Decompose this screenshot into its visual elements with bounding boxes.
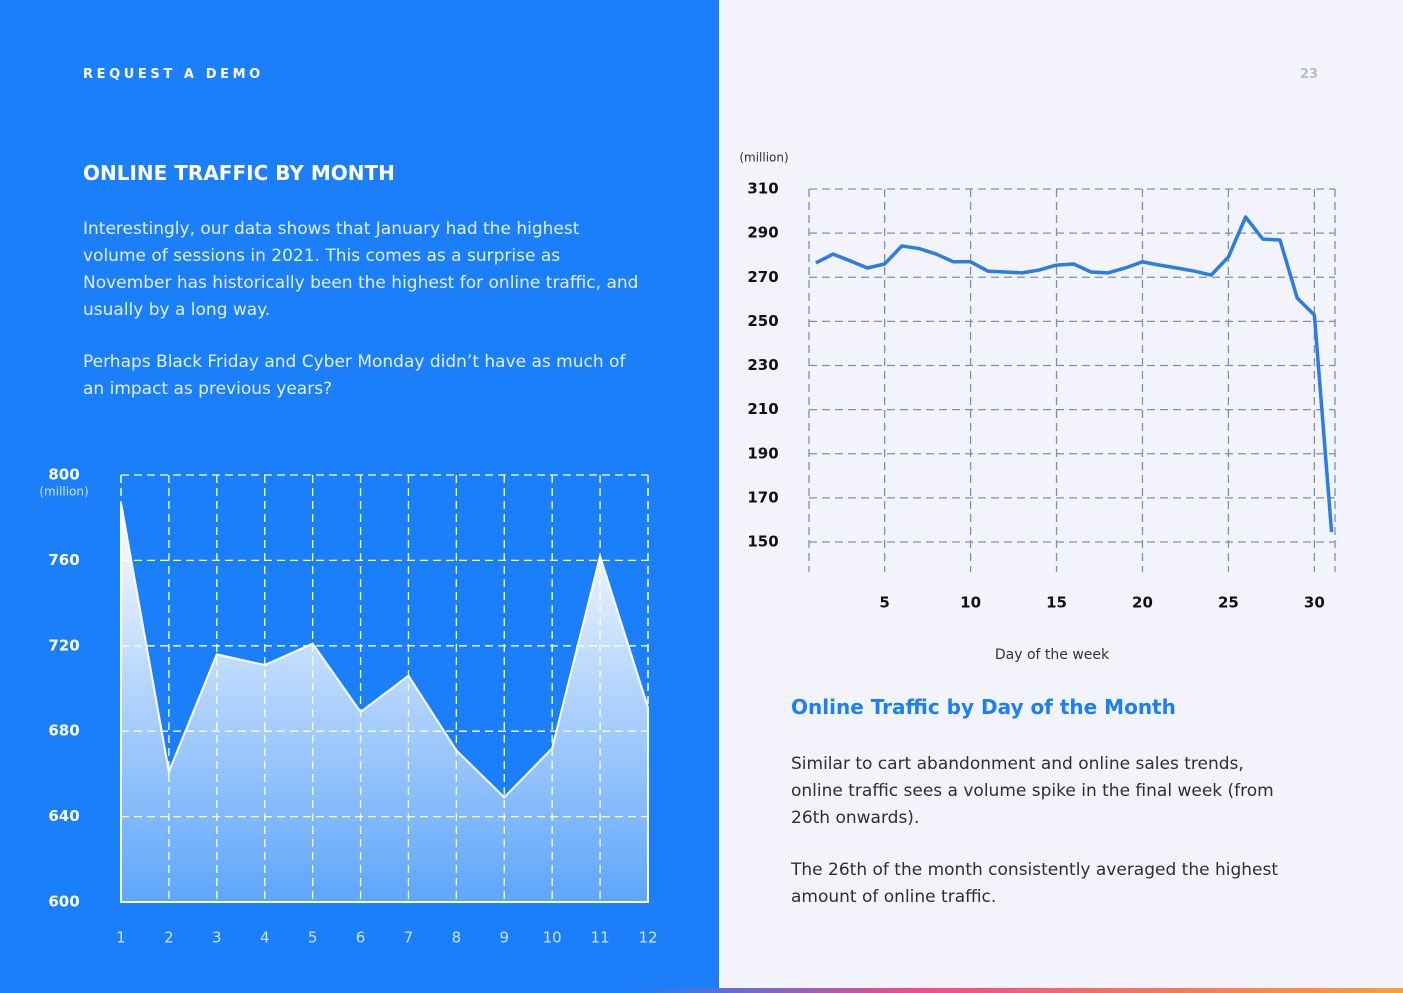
- x-tick-label: 2: [164, 929, 174, 947]
- y-tick-label: 250: [747, 312, 778, 330]
- x-tick-label: 12: [638, 929, 657, 947]
- page-number: 23: [1300, 67, 1319, 82]
- x-tick-label: 6: [356, 929, 366, 947]
- y-tick-label: 600: [48, 893, 79, 911]
- x-tick-label: 15: [1046, 594, 1067, 612]
- y-tick-label: 210: [747, 400, 778, 418]
- x-tick-label: 10: [543, 929, 562, 947]
- paragraph: The 26th of the month consistently avera…: [791, 860, 1279, 907]
- y-tick-label: 150: [747, 533, 778, 551]
- x-axis-label: Day of the week: [995, 647, 1110, 663]
- x-tick-label: 9: [499, 929, 509, 947]
- paragraph: Interestingly, our data shows that Janua…: [83, 219, 639, 320]
- area: [120, 502, 649, 903]
- y-tick-label: 680: [48, 722, 79, 740]
- x-tick-label: 7: [404, 929, 414, 947]
- y-tick-label: 190: [747, 444, 778, 462]
- paragraph: Perhaps Black Friday and Cyber Monday di…: [83, 352, 626, 399]
- x-tick-label: 8: [452, 929, 462, 947]
- y-tick-label: 800: [48, 466, 79, 484]
- bottom-strip: [0, 988, 1403, 993]
- y-tick-label: 310: [747, 180, 778, 198]
- y-tick-label: 760: [48, 551, 79, 569]
- x-tick-label: 5: [308, 929, 318, 947]
- section-title: Online Traffic by Day of the Month: [791, 695, 1176, 719]
- y-tick-label: 290: [747, 224, 778, 242]
- y-unit-label: (million): [39, 485, 88, 499]
- y-tick-label: 640: [48, 807, 79, 825]
- x-tick-label: 11: [591, 929, 610, 947]
- y-tick-label: 270: [747, 268, 778, 286]
- x-tick-label: 25: [1218, 594, 1239, 612]
- line: [815, 215, 1334, 533]
- x-tick-label: 20: [1132, 594, 1153, 612]
- header-label[interactable]: REQUEST A DEMO: [83, 67, 264, 82]
- y-tick-label: 720: [48, 636, 79, 654]
- x-tick-label: 4: [260, 929, 270, 947]
- x-tick-label: 10: [960, 594, 981, 612]
- x-tick-label: 3: [212, 929, 222, 947]
- x-tick-label: 1: [116, 929, 126, 947]
- y-tick-label: 170: [747, 488, 778, 506]
- x-tick-label: 5: [879, 594, 889, 612]
- x-tick-label: 30: [1304, 594, 1325, 612]
- paragraph: Similar to cart abandonment and online s…: [791, 754, 1274, 828]
- y-tick-label: 230: [747, 356, 778, 374]
- y-unit-label: (million): [739, 151, 788, 165]
- section-title: ONLINE TRAFFIC BY MONTH: [83, 161, 395, 185]
